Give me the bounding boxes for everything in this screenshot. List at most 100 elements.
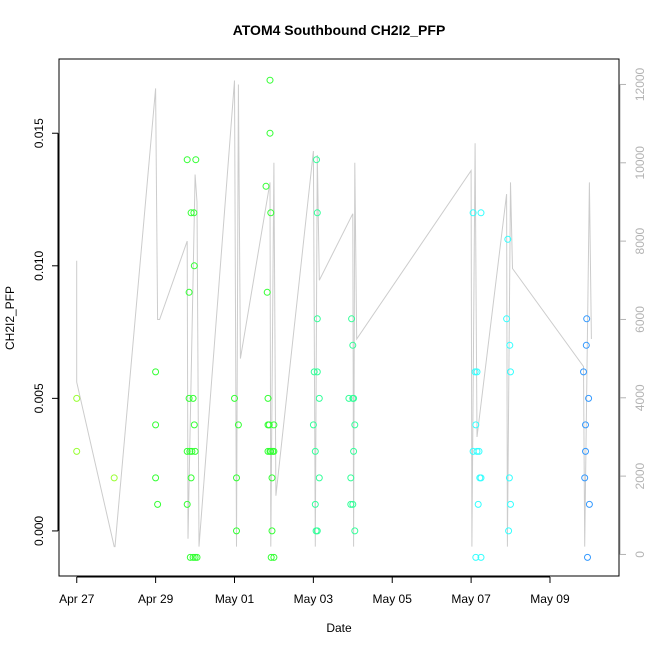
y2-tick-label: 8000 (633, 227, 647, 254)
chart-title: ATOM4 Southbound CH2I2_PFP (233, 22, 446, 38)
data-point (311, 447, 319, 455)
data-point (471, 368, 479, 376)
data-point (350, 447, 358, 455)
data-point (270, 447, 278, 455)
data-point (270, 553, 278, 561)
x-tick-label: May 07 (451, 592, 491, 606)
data-point (504, 235, 512, 243)
data-point (193, 553, 201, 561)
data-point (507, 500, 514, 508)
data-point (350, 394, 358, 402)
data-point (347, 500, 355, 508)
data-point (73, 447, 81, 455)
data-point (473, 447, 481, 455)
data-point (347, 474, 355, 482)
data-points-group (73, 76, 593, 561)
data-point (475, 447, 483, 455)
data-point (472, 553, 480, 561)
plot-frame (58, 58, 620, 577)
data-point (190, 421, 198, 429)
x-tick-label: Apr 29 (138, 592, 174, 606)
data-point (477, 209, 485, 217)
data-point (313, 527, 321, 535)
x-tick-label: May 05 (373, 592, 413, 606)
y2-tick-label: 10000 (633, 146, 647, 180)
data-point (154, 500, 162, 508)
data-point (348, 315, 356, 323)
data-point (267, 553, 275, 561)
data-point (268, 527, 276, 535)
data-point (507, 368, 514, 376)
data-point (313, 209, 321, 217)
x-tick-label: May 09 (530, 592, 570, 606)
data-point (315, 394, 323, 402)
data-point (186, 553, 194, 561)
data-point (505, 527, 513, 535)
data-point (265, 421, 273, 429)
x-tick-label: Apr 27 (59, 592, 95, 606)
data-point (349, 341, 357, 349)
data-point (190, 262, 198, 270)
data-point (185, 288, 193, 296)
data-point (152, 474, 160, 482)
data-point (472, 421, 480, 429)
data-point (313, 368, 321, 376)
data-point (73, 394, 81, 402)
x-tick-label: May 01 (215, 592, 255, 606)
data-point (188, 447, 196, 455)
data-point (110, 474, 118, 482)
data-point (584, 553, 591, 561)
y-tick-label: 0.015 (32, 118, 46, 148)
data-point (266, 76, 274, 84)
data-point (585, 500, 593, 508)
data-point (233, 527, 240, 535)
data-point (189, 394, 197, 402)
y-tick-label: 0.010 (32, 250, 46, 280)
y2-tick-label: 4000 (633, 384, 647, 411)
data-point (267, 209, 275, 217)
data-point (351, 421, 359, 429)
data-point (582, 421, 589, 429)
data-point (266, 129, 274, 137)
data-point (503, 315, 511, 323)
data-point (267, 447, 275, 455)
data-point (351, 527, 359, 535)
data-point (263, 288, 271, 296)
data-point (183, 500, 191, 508)
data-point (583, 315, 591, 323)
data-point (190, 209, 198, 217)
data-point (469, 209, 477, 217)
y2-tick-label: 2000 (633, 462, 647, 489)
y2-tick-label: 6000 (633, 306, 647, 333)
data-point (233, 474, 240, 482)
data-point (585, 394, 593, 402)
data-point (313, 315, 321, 323)
data-point (349, 500, 357, 508)
data-point (506, 341, 514, 349)
data-point (186, 447, 194, 455)
x-axis: Apr 27 Apr 29 May 01 May 03 May 05 May 07 May … (59, 576, 570, 606)
x-axis-label: Date (326, 621, 352, 635)
data-point (183, 447, 191, 455)
data-point (187, 474, 195, 482)
data-point (152, 421, 160, 429)
data-point (191, 447, 199, 455)
altitude-line (76, 80, 592, 548)
data-point (187, 209, 195, 217)
data-point (231, 394, 238, 402)
data-point (234, 421, 242, 429)
y-axis-label: CH2I2_PFP (3, 286, 17, 350)
data-point (189, 553, 197, 561)
data-point (313, 156, 320, 164)
data-point (477, 474, 485, 482)
data-point (311, 500, 319, 508)
data-point (310, 368, 318, 376)
y-tick-label: 0.005 (32, 383, 46, 413)
y-axis-right: 0 2000 4000 6000 8000 10000 12000 (619, 67, 647, 558)
data-point (185, 394, 193, 402)
data-point (580, 368, 587, 376)
data-point (315, 474, 323, 482)
y-axis-left: 0.000 0.005 0.010 0.015 (32, 118, 59, 546)
